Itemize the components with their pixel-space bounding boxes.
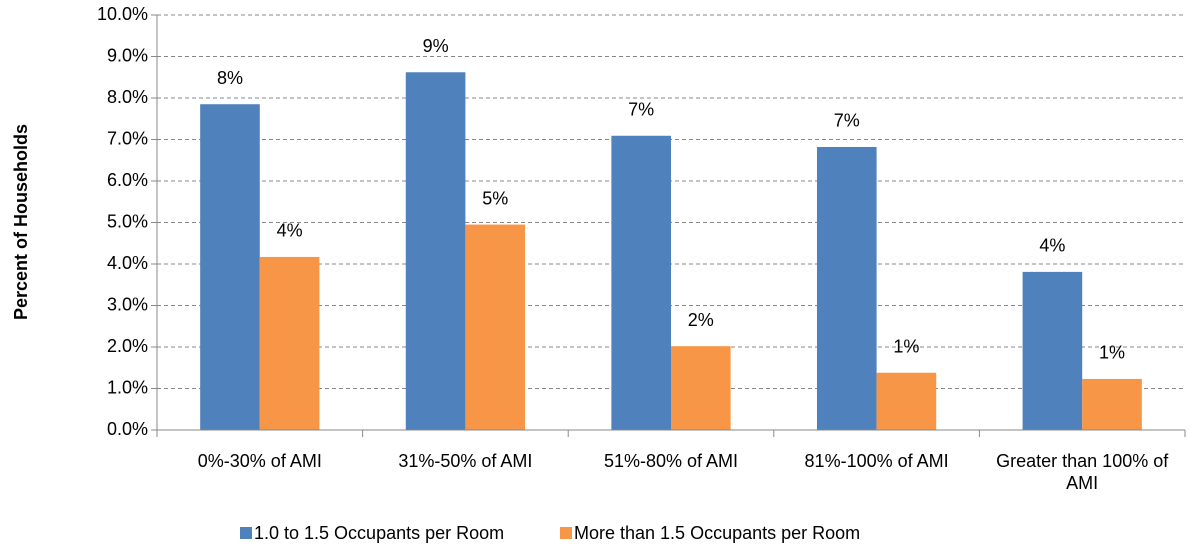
y-tick-label: 4.0% — [107, 253, 148, 273]
bar — [611, 135, 671, 430]
data-label: 2% — [688, 310, 714, 330]
y-tick-label: 3.0% — [107, 294, 148, 314]
legend-label: More than 1.5 Occupants per Room — [574, 523, 860, 543]
y-tick-label: 1.0% — [107, 377, 148, 397]
x-tick-label: 81%-100% of AMI — [804, 451, 949, 471]
x-tick-label: 31%-50% of AMI — [398, 451, 533, 471]
bar — [200, 104, 260, 430]
x-tick-label: 0%-30% of AMI — [197, 451, 322, 471]
legend-swatch — [240, 527, 252, 539]
y-axis-title: Percent of Households — [11, 124, 31, 320]
bar — [405, 72, 466, 431]
y-tick-label: 7.0% — [107, 128, 148, 148]
y-tick-label: 9.0% — [107, 45, 148, 65]
bar — [816, 146, 877, 430]
legend-label: 1.0 to 1.5 Occupants per Room — [254, 523, 504, 543]
bar — [876, 372, 937, 430]
y-tick-label: 10.0% — [97, 4, 148, 24]
data-label: 7% — [834, 111, 860, 131]
data-label: 7% — [628, 100, 654, 120]
bar — [259, 256, 320, 430]
bar — [1022, 271, 1083, 430]
data-label: 1% — [1099, 343, 1125, 363]
data-label: 4% — [1039, 236, 1065, 256]
bar — [1082, 378, 1142, 430]
data-label: 4% — [277, 221, 303, 241]
x-tick-label: Greater than 100% of AMI — [996, 451, 1169, 493]
data-label: 5% — [482, 188, 508, 208]
legend-swatch — [560, 527, 572, 539]
y-tick-label: 2.0% — [107, 336, 148, 356]
y-tick-label: 8.0% — [107, 87, 148, 107]
data-label: 8% — [217, 68, 243, 88]
y-tick-label: 0.0% — [107, 419, 148, 439]
bar — [671, 346, 731, 430]
x-tick-label: 51%-80% of AMI — [603, 451, 739, 471]
y-tick-label: 5.0% — [107, 211, 148, 231]
data-label: 9% — [423, 36, 449, 56]
y-tick-label: 6.0% — [107, 170, 148, 190]
data-label: 1% — [893, 336, 919, 356]
bar — [465, 224, 526, 430]
